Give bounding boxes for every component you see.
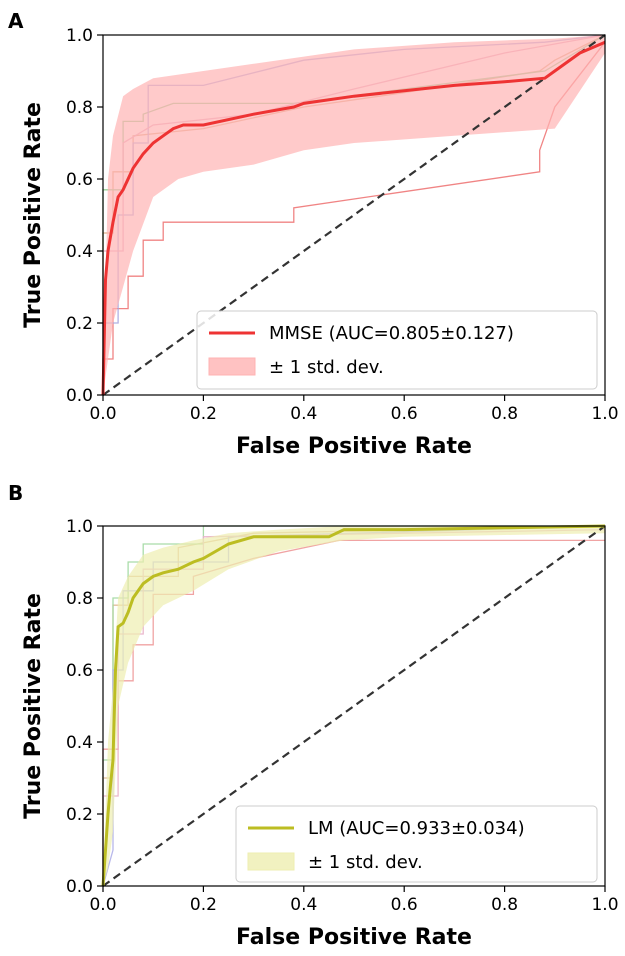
x-tick-label: 0.8 — [491, 404, 518, 424]
x-tick-label: 0.0 — [89, 404, 116, 424]
panel-a-x-ticks: 0.0 0.2 0.4 0.6 0.8 1.0 — [89, 395, 619, 424]
y-tick-label: 0.6 — [66, 170, 93, 190]
y-tick-label: 0.0 — [66, 386, 93, 406]
panel-a-legend-band-swatch — [208, 357, 256, 376]
fold-curve-1 — [102, 41, 606, 395]
y-tick-label: 1.0 — [66, 517, 93, 537]
y-tick-label: 0.0 — [66, 877, 93, 897]
y-tick-label: 0.8 — [66, 98, 93, 118]
panel-b-x-ticks: 0.0 0.2 0.4 0.6 0.8 1.0 — [89, 886, 619, 915]
y-tick-label: 0.4 — [66, 733, 93, 753]
panel-a-plot-frame — [102, 34, 606, 396]
y-tick-label: 0.2 — [66, 314, 93, 334]
panel-a-chance-line — [102, 34, 606, 396]
panel-a: A 0.0 0.2 0.4 0.6 0.8 1.0 0.00.20.40.60.81.0 … — [8, 9, 619, 459]
x-tick-label: 0.6 — [391, 404, 418, 424]
panel-b-legend-mean-label: LM (AUC=0.933±0.034) — [308, 818, 525, 839]
x-tick-label: 0.4 — [290, 404, 317, 424]
panel-b-mean-roc-line — [101, 524, 606, 887]
y-tick-label: 0.8 — [66, 589, 93, 609]
panel-b-legend-band-swatch — [247, 852, 295, 871]
panel-b-std-band — [103, 526, 605, 886]
panel-a-legend-band-label: ± 1 std. dev. — [269, 357, 384, 378]
panel-b-y-axis-label: True Positive Rate — [21, 593, 46, 819]
panel-a-legend: MMSE (AUC=0.805±0.127) ± 1 std. dev. — [196, 310, 598, 390]
x-tick-label: 1.0 — [591, 404, 618, 424]
panel-b-legend-band-label: ± 1 std. dev. — [308, 852, 423, 873]
panel-a-mean-roc-line — [101, 40, 606, 396]
panel-a-std-band — [103, 35, 605, 395]
panel-b: B 0.0 0.2 0.4 0.6 0.8 1.0 0.00.20.40.60.81.0 … — [8, 481, 619, 950]
x-tick-label: 1.0 — [591, 895, 618, 915]
panel-a-x-axis-label: False Positive Rate — [236, 434, 472, 459]
x-tick-label: 0.8 — [491, 895, 518, 915]
panel-b-chance-line — [102, 525, 606, 887]
y-tick-label: 1.0 — [66, 26, 93, 46]
x-tick-label: 0.0 — [89, 895, 116, 915]
x-tick-label: 0.4 — [290, 895, 317, 915]
y-tick-label: 0.6 — [66, 661, 93, 681]
panel-b-x-axis-label: False Positive Rate — [236, 925, 472, 950]
x-tick-label: 0.2 — [190, 895, 217, 915]
panel-b-legend-box — [235, 805, 598, 883]
panel-b-legend: LM (AUC=0.933±0.034) ± 1 std. dev. — [235, 805, 598, 883]
x-tick-label: 0.6 — [391, 895, 418, 915]
panel-b-y-ticks: 0.0 0.2 0.4 0.6 0.8 1.0 — [66, 517, 103, 897]
panel-a-y-ticks: 0.0 0.2 0.4 0.6 0.8 1.0 — [66, 26, 103, 406]
panel-b-letter: B — [8, 481, 23, 505]
x-tick-label: 0.2 — [190, 404, 217, 424]
panel-b-plot-frame — [102, 525, 606, 887]
panel-a-legend-mean-label: MMSE (AUC=0.805±0.127) — [269, 323, 514, 344]
panel-a-legend-box — [196, 310, 598, 390]
y-tick-label: 0.2 — [66, 805, 93, 825]
y-tick-label: 0.4 — [66, 242, 93, 262]
panel-a-letter: A — [8, 9, 24, 33]
panel-a-y-axis-label: True Positive Rate — [21, 102, 46, 328]
